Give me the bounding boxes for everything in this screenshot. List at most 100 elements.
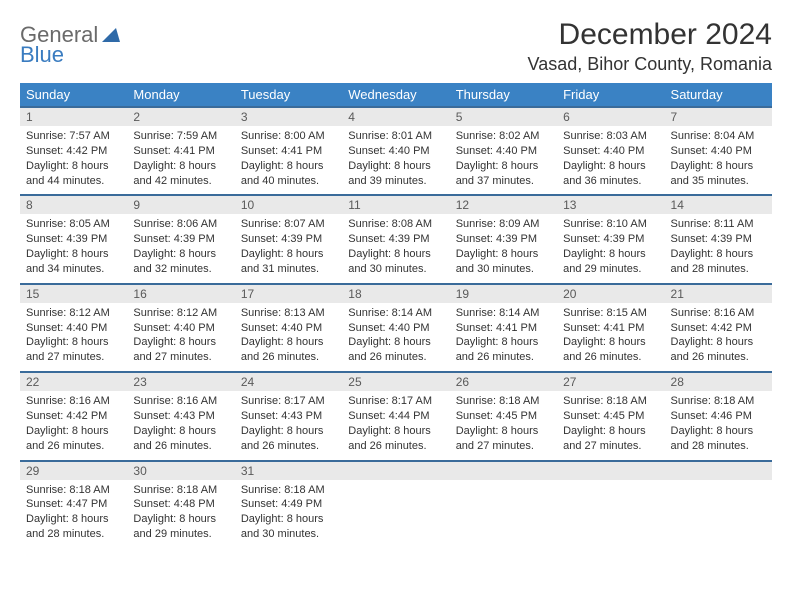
calendar-cell: 5Sunrise: 8:02 AMSunset: 4:40 PMDaylight… [450, 106, 557, 194]
day-details: Sunrise: 8:18 AMSunset: 4:45 PMDaylight:… [450, 391, 557, 459]
calendar-cell: 16Sunrise: 8:12 AMSunset: 4:40 PMDayligh… [127, 283, 234, 371]
day-details: Sunrise: 8:00 AMSunset: 4:41 PMDaylight:… [235, 126, 342, 194]
calendar-cell: 20Sunrise: 8:15 AMSunset: 4:41 PMDayligh… [557, 283, 664, 371]
day-header: Wednesday [342, 83, 449, 106]
calendar-cell: . [342, 460, 449, 548]
day-details: Sunrise: 8:06 AMSunset: 4:39 PMDaylight:… [127, 214, 234, 282]
day-details: Sunrise: 8:05 AMSunset: 4:39 PMDaylight:… [20, 214, 127, 282]
logo: General Blue [20, 18, 120, 66]
day-header: Monday [127, 83, 234, 106]
day-number: 23 [127, 371, 234, 391]
day-number: 31 [235, 460, 342, 480]
calendar-cell: 28Sunrise: 8:18 AMSunset: 4:46 PMDayligh… [665, 371, 772, 459]
day-number: 22 [20, 371, 127, 391]
day-details: Sunrise: 8:04 AMSunset: 4:40 PMDaylight:… [665, 126, 772, 194]
day-number: 16 [127, 283, 234, 303]
day-number: 10 [235, 194, 342, 214]
calendar-cell: 12Sunrise: 8:09 AMSunset: 4:39 PMDayligh… [450, 194, 557, 282]
day-number: 18 [342, 283, 449, 303]
calendar-cell: 17Sunrise: 8:13 AMSunset: 4:40 PMDayligh… [235, 283, 342, 371]
day-number: 24 [235, 371, 342, 391]
day-number: 13 [557, 194, 664, 214]
day-number: 30 [127, 460, 234, 480]
day-number: 17 [235, 283, 342, 303]
day-details: Sunrise: 8:13 AMSunset: 4:40 PMDaylight:… [235, 303, 342, 371]
day-details: Sunrise: 8:16 AMSunset: 4:43 PMDaylight:… [127, 391, 234, 459]
day-details: Sunrise: 8:02 AMSunset: 4:40 PMDaylight:… [450, 126, 557, 194]
calendar-cell: 23Sunrise: 8:16 AMSunset: 4:43 PMDayligh… [127, 371, 234, 459]
day-details: Sunrise: 8:11 AMSunset: 4:39 PMDaylight:… [665, 214, 772, 282]
day-number: 12 [450, 194, 557, 214]
month-title: December 2024 [528, 18, 772, 52]
day-number: 19 [450, 283, 557, 303]
calendar-cell: 4Sunrise: 8:01 AMSunset: 4:40 PMDaylight… [342, 106, 449, 194]
day-number: 27 [557, 371, 664, 391]
day-details: Sunrise: 8:17 AMSunset: 4:44 PMDaylight:… [342, 391, 449, 459]
day-details: Sunrise: 8:14 AMSunset: 4:41 PMDaylight:… [450, 303, 557, 371]
day-number: 8 [20, 194, 127, 214]
calendar-cell: 15Sunrise: 8:12 AMSunset: 4:40 PMDayligh… [20, 283, 127, 371]
flag-icon [102, 27, 120, 45]
day-number: 7 [665, 106, 772, 126]
day-details: Sunrise: 8:18 AMSunset: 4:48 PMDaylight:… [127, 480, 234, 548]
calendar-cell: 10Sunrise: 8:07 AMSunset: 4:39 PMDayligh… [235, 194, 342, 282]
day-number: 5 [450, 106, 557, 126]
day-number: 21 [665, 283, 772, 303]
day-number: 2 [127, 106, 234, 126]
day-details: Sunrise: 8:14 AMSunset: 4:40 PMDaylight:… [342, 303, 449, 371]
calendar-cell: 14Sunrise: 8:11 AMSunset: 4:39 PMDayligh… [665, 194, 772, 282]
day-details: Sunrise: 8:08 AMSunset: 4:39 PMDaylight:… [342, 214, 449, 282]
calendar-cell: 6Sunrise: 8:03 AMSunset: 4:40 PMDaylight… [557, 106, 664, 194]
calendar-cell: 11Sunrise: 8:08 AMSunset: 4:39 PMDayligh… [342, 194, 449, 282]
calendar-cell: 24Sunrise: 8:17 AMSunset: 4:43 PMDayligh… [235, 371, 342, 459]
day-details: Sunrise: 8:16 AMSunset: 4:42 PMDaylight:… [20, 391, 127, 459]
day-details: Sunrise: 8:18 AMSunset: 4:46 PMDaylight:… [665, 391, 772, 459]
day-header: Sunday [20, 83, 127, 106]
calendar-cell: 21Sunrise: 8:16 AMSunset: 4:42 PMDayligh… [665, 283, 772, 371]
calendar-cell: 1Sunrise: 7:57 AMSunset: 4:42 PMDaylight… [20, 106, 127, 194]
calendar-cell: 22Sunrise: 8:16 AMSunset: 4:42 PMDayligh… [20, 371, 127, 459]
day-number: 4 [342, 106, 449, 126]
calendar-cell: 19Sunrise: 8:14 AMSunset: 4:41 PMDayligh… [450, 283, 557, 371]
day-number: 11 [342, 194, 449, 214]
calendar-cell: . [665, 460, 772, 548]
calendar-cell: 3Sunrise: 8:00 AMSunset: 4:41 PMDaylight… [235, 106, 342, 194]
day-number: 15 [20, 283, 127, 303]
day-header: Saturday [665, 83, 772, 106]
calendar-cell: 31Sunrise: 8:18 AMSunset: 4:49 PMDayligh… [235, 460, 342, 548]
header: General Blue December 2024 Vasad, Bihor … [20, 18, 772, 75]
calendar-cell: 30Sunrise: 8:18 AMSunset: 4:48 PMDayligh… [127, 460, 234, 548]
day-number: 29 [20, 460, 127, 480]
day-header: Tuesday [235, 83, 342, 106]
day-header: Friday [557, 83, 664, 106]
calendar-cell: . [450, 460, 557, 548]
day-details: Sunrise: 8:03 AMSunset: 4:40 PMDaylight:… [557, 126, 664, 194]
day-details: Sunrise: 8:10 AMSunset: 4:39 PMDaylight:… [557, 214, 664, 282]
calendar-cell: 8Sunrise: 8:05 AMSunset: 4:39 PMDaylight… [20, 194, 127, 282]
day-details: Sunrise: 8:07 AMSunset: 4:39 PMDaylight:… [235, 214, 342, 282]
day-header: Thursday [450, 83, 557, 106]
calendar-cell: 2Sunrise: 7:59 AMSunset: 4:41 PMDaylight… [127, 106, 234, 194]
calendar-cell: 18Sunrise: 8:14 AMSunset: 4:40 PMDayligh… [342, 283, 449, 371]
day-details: Sunrise: 8:16 AMSunset: 4:42 PMDaylight:… [665, 303, 772, 371]
day-number: 14 [665, 194, 772, 214]
day-details: Sunrise: 8:09 AMSunset: 4:39 PMDaylight:… [450, 214, 557, 282]
day-details: Sunrise: 8:12 AMSunset: 4:40 PMDaylight:… [127, 303, 234, 371]
day-details: Sunrise: 8:15 AMSunset: 4:41 PMDaylight:… [557, 303, 664, 371]
day-number: 25 [342, 371, 449, 391]
day-details: Sunrise: 8:18 AMSunset: 4:47 PMDaylight:… [20, 480, 127, 548]
day-number: 6 [557, 106, 664, 126]
calendar-cell: 7Sunrise: 8:04 AMSunset: 4:40 PMDaylight… [665, 106, 772, 194]
day-number: 28 [665, 371, 772, 391]
day-details: Sunrise: 8:18 AMSunset: 4:45 PMDaylight:… [557, 391, 664, 459]
calendar-cell: 25Sunrise: 8:17 AMSunset: 4:44 PMDayligh… [342, 371, 449, 459]
day-details: Sunrise: 8:17 AMSunset: 4:43 PMDaylight:… [235, 391, 342, 459]
day-details: Sunrise: 7:59 AMSunset: 4:41 PMDaylight:… [127, 126, 234, 194]
day-details: Sunrise: 8:18 AMSunset: 4:49 PMDaylight:… [235, 480, 342, 548]
title-block: December 2024 Vasad, Bihor County, Roman… [528, 18, 772, 75]
calendar-table: SundayMondayTuesdayWednesdayThursdayFrid… [20, 83, 772, 548]
day-number: 20 [557, 283, 664, 303]
day-number: 26 [450, 371, 557, 391]
logo-word2: Blue [20, 44, 120, 66]
calendar-cell: 13Sunrise: 8:10 AMSunset: 4:39 PMDayligh… [557, 194, 664, 282]
